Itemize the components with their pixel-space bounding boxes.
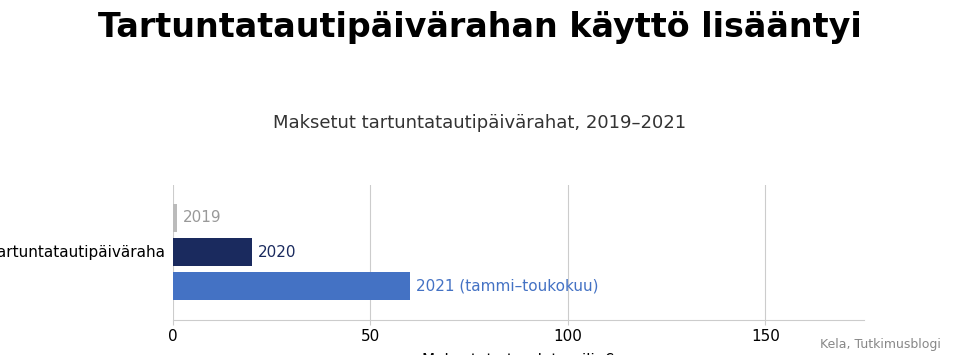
Text: Tartuntatautipäiväraha: Tartuntatautipäiväraha	[0, 245, 165, 260]
Text: Maksetut tartuntatautipäivärahat, 2019–2021: Maksetut tartuntatautipäivärahat, 2019–2…	[274, 114, 686, 132]
Text: 2020: 2020	[257, 245, 297, 260]
Bar	[173, 238, 252, 266]
Bar	[173, 204, 177, 232]
Text: 2019: 2019	[182, 211, 222, 225]
Text: Kela, Tutkimusblogi: Kela, Tutkimusblogi	[820, 338, 941, 351]
X-axis label: Maksetut etuudet, milj. €: Maksetut etuudet, milj. €	[422, 353, 614, 355]
Text: Tartuntatautipäivärahan käyttö lisääntyi: Tartuntatautipäivärahan käyttö lisääntyi	[98, 11, 862, 44]
Text: 2021 (tammi–toukokuu): 2021 (tammi–toukokuu)	[416, 279, 598, 294]
Bar	[173, 272, 410, 300]
